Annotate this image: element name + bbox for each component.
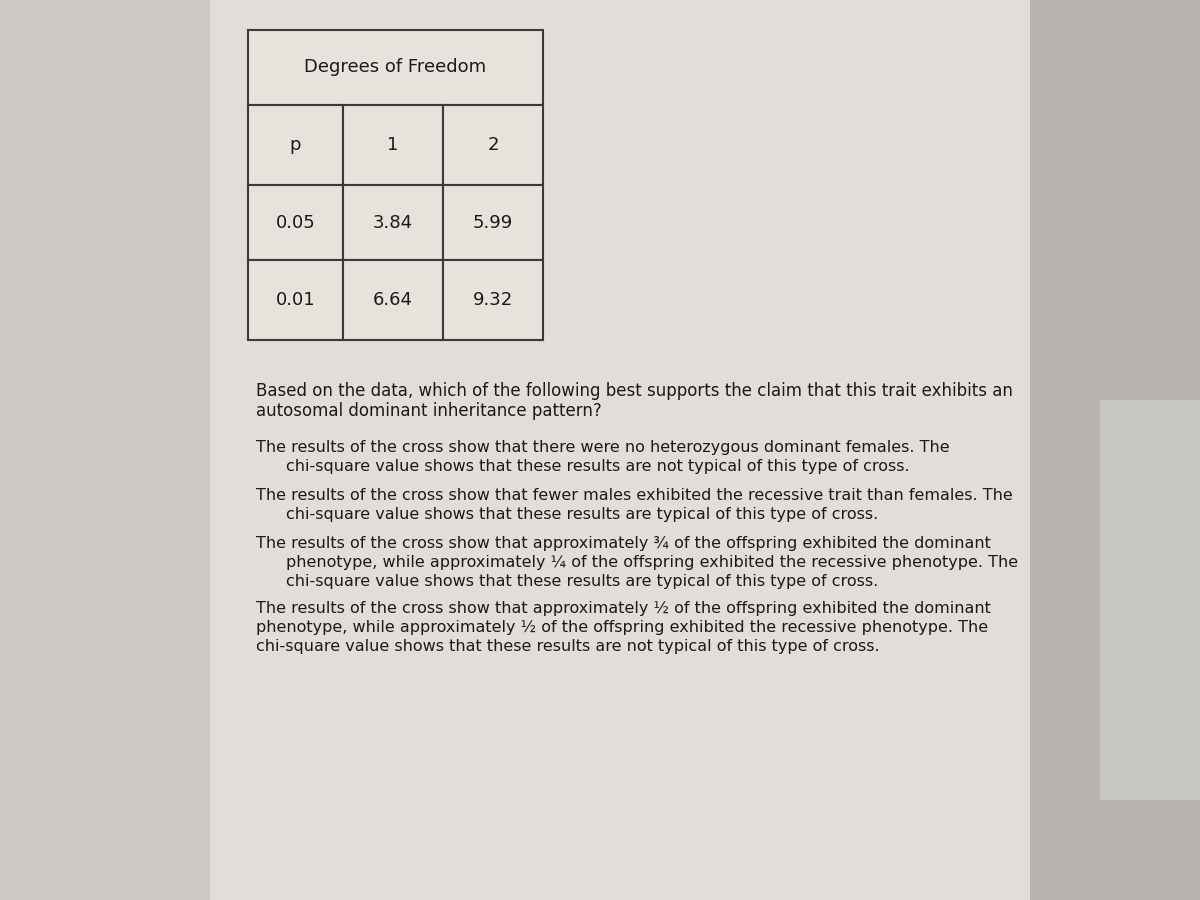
Bar (443, 260, 542, 340)
Text: Degrees of Freedom: Degrees of Freedom (305, 58, 486, 76)
Bar (1030, 0, 1200, 900)
Text: The results of the cross show that fewer males exhibited the recessive trait tha: The results of the cross show that fewer… (256, 488, 1013, 503)
Text: The results of the cross show that approximately ½ of the offspring exhibited th: The results of the cross show that appro… (256, 601, 991, 616)
Bar (1100, 400, 1200, 800)
Text: 1: 1 (388, 136, 398, 154)
Text: 6.64: 6.64 (373, 291, 413, 309)
Bar (443, 105, 542, 185)
Text: autosomal dominant inheritance pattern?: autosomal dominant inheritance pattern? (256, 402, 601, 420)
Text: chi-square value shows that these results are typical of this type of cross.: chi-square value shows that these result… (286, 574, 878, 589)
Text: chi-square value shows that these results are typical of this type of cross.: chi-square value shows that these result… (286, 507, 878, 522)
Text: chi-square value shows that these results are not typical of this type of cross.: chi-square value shows that these result… (256, 639, 880, 654)
Text: 9.32: 9.32 (473, 291, 514, 309)
Bar (248, 185, 343, 260)
Bar (343, 260, 443, 340)
Bar (443, 185, 542, 260)
Text: 0.05: 0.05 (276, 213, 316, 231)
Text: The results of the cross show that approximately ¾ of the offspring exhibited th: The results of the cross show that appro… (256, 536, 991, 551)
Text: 3.84: 3.84 (373, 213, 413, 231)
Text: Based on the data, which of the following best supports the claim that this trai: Based on the data, which of the followin… (256, 382, 1013, 400)
Text: chi-square value shows that these results are not typical of this type of cross.: chi-square value shows that these result… (286, 459, 910, 474)
Text: p: p (289, 136, 301, 154)
Bar (248, 260, 343, 340)
Bar (248, 105, 343, 185)
Text: 5.99: 5.99 (473, 213, 514, 231)
Bar (248, 30, 542, 105)
Bar (343, 185, 443, 260)
Text: phenotype, while approximately ¼ of the offspring exhibited the recessive phenot: phenotype, while approximately ¼ of the … (286, 555, 1018, 570)
Text: phenotype, while approximately ½ of the offspring exhibited the recessive phenot: phenotype, while approximately ½ of the … (256, 620, 988, 635)
Bar (210, 0, 1030, 900)
Text: 2: 2 (487, 136, 499, 154)
Text: 0.01: 0.01 (276, 291, 316, 309)
Bar (343, 105, 443, 185)
Text: The results of the cross show that there were no heterozygous dominant females. : The results of the cross show that there… (256, 440, 949, 455)
